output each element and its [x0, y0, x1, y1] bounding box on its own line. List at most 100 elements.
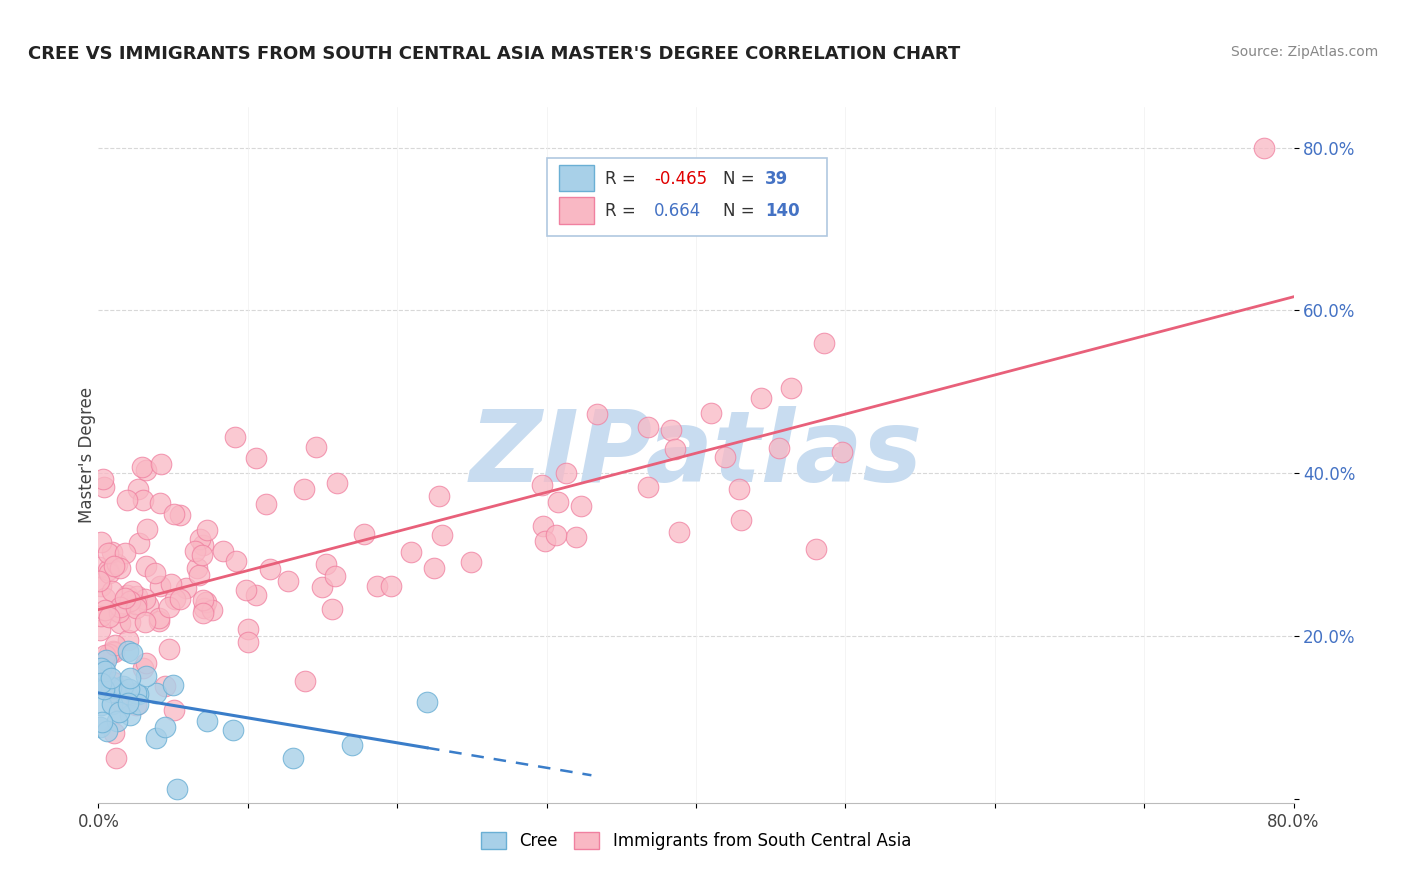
Point: [315, 557, 337, 571]
Point: [531, 519, 554, 533]
Point: [544, 527, 567, 541]
Point: [323, 569, 346, 583]
Point: [135, 559, 157, 574]
Point: [132, 492, 155, 507]
Point: [93, 659, 115, 673]
Point: [127, 687, 149, 701]
Point: [89, 574, 111, 589]
Point: [89, 623, 111, 637]
Point: [117, 644, 139, 658]
Point: [399, 544, 422, 558]
Point: [120, 707, 142, 722]
Point: [530, 478, 553, 492]
Point: [136, 598, 159, 612]
Point: [169, 508, 191, 522]
Point: [311, 580, 333, 594]
Point: [135, 463, 157, 477]
Point: [163, 592, 186, 607]
Point: [236, 623, 259, 637]
Point: [93, 591, 115, 605]
Point: [103, 726, 125, 740]
Point: [163, 508, 186, 522]
Point: [117, 632, 139, 647]
Text: 39: 39: [765, 169, 789, 187]
Point: [427, 489, 450, 503]
Point: [114, 591, 136, 605]
Point: [127, 697, 149, 711]
Point: [190, 548, 212, 562]
Point: [174, 582, 197, 596]
Point: [103, 645, 125, 659]
Point: [103, 558, 125, 573]
Point: [813, 336, 835, 351]
Point: [118, 594, 141, 608]
Point: [118, 682, 141, 697]
Point: [125, 698, 148, 713]
Point: [115, 687, 138, 701]
Point: [108, 605, 131, 619]
Point: [96, 652, 118, 666]
Point: [195, 595, 218, 609]
Point: [125, 685, 148, 699]
Point: [125, 600, 148, 615]
Text: R =: R =: [605, 202, 636, 220]
Text: N =: N =: [724, 202, 755, 220]
Point: [97, 546, 120, 560]
Point: [145, 731, 167, 745]
Point: [104, 681, 127, 695]
Point: [148, 615, 170, 629]
Text: -0.465: -0.465: [654, 169, 707, 187]
Text: 0.664: 0.664: [654, 202, 702, 220]
Point: [100, 697, 122, 711]
Point: [149, 458, 172, 472]
Point: [94, 648, 117, 663]
Point: [94, 602, 117, 616]
Point: [169, 591, 191, 606]
Point: [342, 738, 364, 752]
Point: [193, 601, 215, 615]
Point: [659, 423, 682, 437]
Point: [90, 579, 112, 593]
Point: [98, 566, 121, 581]
Point: [90, 698, 112, 713]
Point: [569, 499, 592, 513]
Point: [114, 546, 136, 560]
Point: [90, 535, 112, 549]
Point: [91, 677, 114, 691]
Point: [89, 719, 111, 733]
Point: [804, 542, 827, 557]
Point: [120, 615, 142, 630]
Point: [188, 533, 211, 547]
Point: [104, 639, 127, 653]
Point: [1253, 141, 1275, 155]
Point: [162, 678, 184, 692]
Point: [110, 695, 132, 709]
Point: [100, 680, 122, 694]
Point: [100, 671, 122, 685]
Point: [127, 589, 149, 603]
Point: [93, 664, 115, 678]
Point: [127, 482, 149, 496]
Point: [157, 641, 180, 656]
Point: [128, 536, 150, 550]
Point: [193, 606, 215, 620]
Point: [93, 681, 115, 696]
Point: [93, 480, 115, 494]
Point: [118, 671, 141, 685]
Point: [97, 563, 120, 577]
Text: R =: R =: [605, 169, 636, 187]
Point: [153, 680, 176, 694]
Point: [749, 391, 772, 405]
Point: [547, 495, 569, 509]
Point: [160, 577, 183, 591]
FancyBboxPatch shape: [558, 165, 595, 191]
Point: [87, 560, 110, 574]
Point: [195, 714, 218, 728]
Point: [305, 440, 328, 454]
Y-axis label: Master's Degree: Master's Degree: [79, 387, 96, 523]
Point: [101, 584, 124, 599]
Point: [98, 610, 121, 624]
Point: [430, 528, 453, 542]
Point: [779, 381, 801, 395]
Point: [321, 602, 343, 616]
